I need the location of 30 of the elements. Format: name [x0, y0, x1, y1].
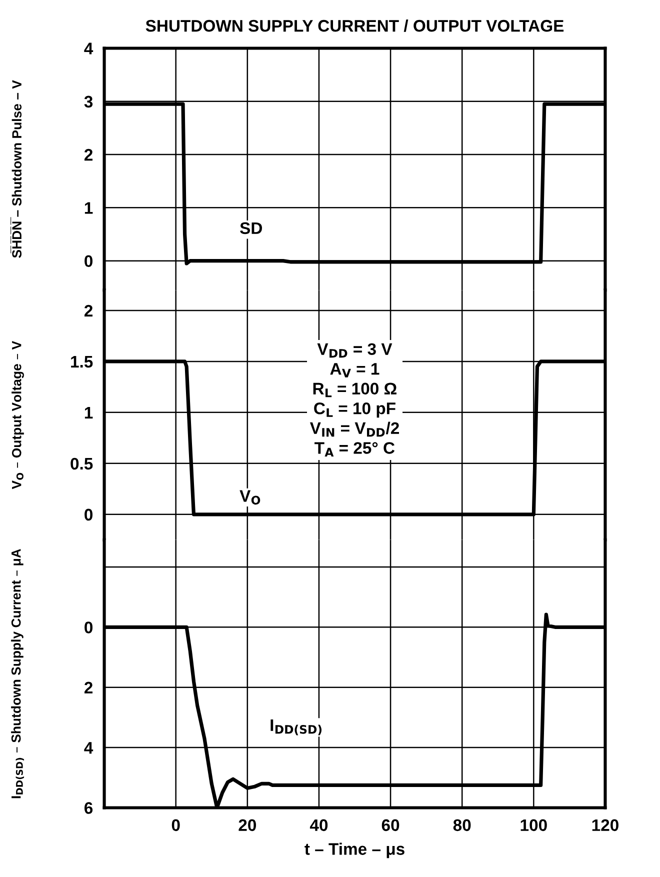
y-axis-title: V$_{O}$ – Output Voltage – V [12, 340, 24, 490]
y-tick-label: 3 [84, 96, 93, 108]
text: V$_{DD}$ = 3 V A$_{V}$ = 1 R$_{L}$ = 100 Ω C$_{L}$ = 10 pF V$_{IN}$ = V$_{DD}$/2 T$_{A}$ = 25° C [310, 343, 399, 456]
x-tick-label: 20 [238, 819, 256, 832]
y-tick-label: 6 [84, 802, 93, 814]
y-tick-label: 4 [84, 742, 94, 754]
y-tick-label: 0 [84, 255, 92, 268]
y-tick-label: 2 [84, 682, 92, 694]
text: I$_{DD(SD)}$ [270, 719, 322, 736]
y-tick-label: 0.5 [70, 458, 93, 470]
chart-title: SHUTDOWN SUPPLY CURRENT / OUTPUT VOLTAGE [146, 19, 564, 32]
y-tick-label: 1 [84, 202, 93, 214]
y-tick-label: 4 [84, 42, 94, 54]
x-tick-label: 120 [592, 819, 618, 832]
y-tick-label: 2 [84, 148, 92, 161]
y-tick-label: 1 [84, 407, 93, 418]
x-tick-label: 40 [310, 819, 328, 832]
series-label: V$_{O}$ [240, 490, 260, 505]
y-tick-label: 0 [84, 622, 92, 634]
series-label: SD [240, 222, 262, 234]
y-tick-label: 0 [84, 508, 92, 521]
y-tick-label: 1.5 [71, 356, 93, 368]
x-tick-label: 100 [520, 819, 547, 832]
y-tick-label: 2 [84, 304, 92, 317]
x-tick-label: 0 [172, 819, 180, 832]
x-tick-label: 60 [382, 819, 400, 832]
x-tick-label: 80 [453, 819, 471, 832]
y-axis-title: I$_{DD(SD)}$ – Shutdown Supply Current – μA [11, 548, 24, 798]
y-axis-title: S̅H̅D̅N̅ – Shutdown Pulse – V [10, 80, 22, 258]
x-axis-title: t – Time – μs [304, 842, 404, 858]
